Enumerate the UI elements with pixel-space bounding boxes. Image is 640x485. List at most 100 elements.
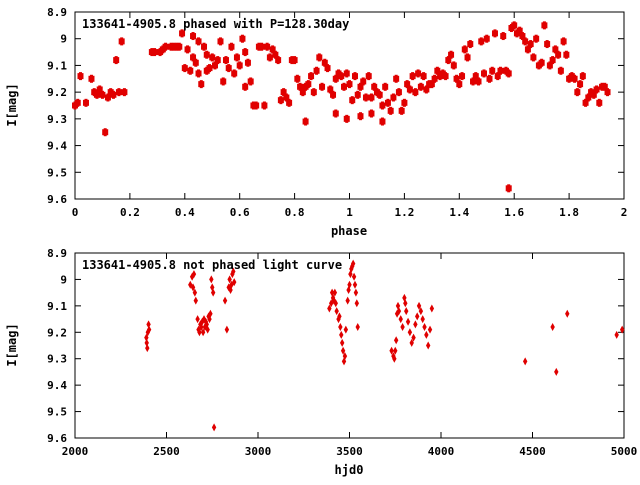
data-point <box>353 288 359 297</box>
data-point-cap <box>358 112 362 121</box>
data-point-cap <box>100 90 104 99</box>
data-point <box>146 325 152 334</box>
data-point-cap <box>419 82 423 91</box>
data-point-cap <box>326 64 330 73</box>
data-point <box>191 270 197 279</box>
data-point-cap <box>606 88 610 97</box>
y-tick-label: 9.1 <box>47 300 67 313</box>
data-point-cap <box>268 53 272 62</box>
x-tick-labels: 0 0.2 0.4 0.6 0.8 1 1.2 1.4 1.6 1.8 2 <box>72 206 628 219</box>
data-point-cap <box>276 56 280 65</box>
data-point-cap <box>542 21 546 30</box>
data-point <box>339 338 345 347</box>
data-point <box>393 336 399 345</box>
data-point <box>403 299 408 308</box>
data-point-cap <box>372 82 376 91</box>
data-point <box>193 296 198 305</box>
data-point-cap <box>210 53 214 62</box>
data-point <box>232 278 237 287</box>
data-point <box>145 344 150 353</box>
data-point-cap <box>95 90 99 99</box>
data-point-cap <box>369 93 373 102</box>
data-point-cap <box>400 106 404 115</box>
data-point-cap <box>556 50 560 59</box>
data-point-cap <box>312 88 316 97</box>
data-point-cap <box>378 90 382 99</box>
data-point-cap <box>493 29 497 38</box>
x-tick-label: 2000 <box>62 445 89 458</box>
chart-title: 133641-4905.8 phased with P=128.30day <box>82 17 349 31</box>
data-point-cap <box>581 72 585 81</box>
x-tick-label: 1.4 <box>449 206 469 219</box>
y-tick-label: 8.9 <box>47 6 67 19</box>
data-point-cap <box>369 109 373 118</box>
data-point-cap <box>323 58 327 67</box>
data-point <box>416 301 422 310</box>
data-point <box>554 367 559 376</box>
data-point-cap <box>603 82 607 91</box>
data-point-cap <box>586 93 590 102</box>
data-point-cap <box>545 40 549 49</box>
data-point-cap <box>339 72 343 81</box>
data-point <box>619 325 625 334</box>
x-tick-label: 0.6 <box>230 206 250 219</box>
data-point-cap <box>295 74 299 83</box>
data-point <box>351 272 357 281</box>
y-tick-label: 9.6 <box>47 193 67 206</box>
data-point <box>206 312 211 321</box>
data-point <box>424 330 429 339</box>
y-tick-label: 9.2 <box>47 326 67 339</box>
data-point-cap <box>548 61 552 70</box>
data-point <box>192 288 198 297</box>
data-point <box>347 280 352 289</box>
y-tick-label: 9.5 <box>47 406 67 419</box>
data-point <box>229 280 234 289</box>
data-point <box>418 307 424 316</box>
x-tick-label: 0.4 <box>175 206 195 219</box>
data-point <box>429 304 435 313</box>
data-point <box>400 323 405 331</box>
data-point-cap <box>523 37 527 46</box>
x-axis-label: phase <box>331 224 367 238</box>
data-point-cap <box>224 56 228 65</box>
data-point <box>231 267 236 276</box>
data-point-cap <box>177 42 181 51</box>
data-point-cap <box>293 56 297 65</box>
data-point-cap <box>78 72 82 81</box>
data-point <box>522 357 528 366</box>
data-point-cap <box>298 82 302 91</box>
data-point-cap <box>111 90 115 99</box>
data-point <box>565 309 570 318</box>
data-point-cap <box>479 37 483 46</box>
data-point <box>333 299 338 308</box>
data-point-cap <box>345 114 349 123</box>
data-point-cap <box>320 82 324 91</box>
data-point <box>404 307 409 316</box>
data-point-cap <box>208 64 212 73</box>
y-tick-labels: 8.9 9 9.1 9.2 9.3 9.4 9.5 9.6 <box>47 6 67 206</box>
data-point-cap <box>191 53 195 62</box>
data-point <box>413 320 418 329</box>
data-point <box>411 333 416 342</box>
data-point <box>227 275 232 284</box>
data-point-cap <box>240 34 244 43</box>
data-point <box>208 309 213 318</box>
x-tick-label: 1.6 <box>504 206 524 219</box>
data-point-cap <box>345 69 349 78</box>
data-point-cap <box>455 74 459 83</box>
data-point-cap <box>218 37 222 46</box>
data-point <box>352 280 358 289</box>
y-tick-label: 9.3 <box>47 113 67 126</box>
data-point-cap <box>117 88 121 97</box>
data-point-cap <box>416 69 420 78</box>
data-point <box>209 275 214 284</box>
data-point-cap <box>89 74 93 83</box>
data-point <box>337 312 342 321</box>
data-point-cap <box>199 80 203 89</box>
data-point-cap <box>444 72 448 81</box>
data-point-cap <box>485 34 489 43</box>
x-tick-label: 0.2 <box>120 206 140 219</box>
data-point-cap <box>120 37 124 46</box>
x-tick-label: 3500 <box>336 445 363 458</box>
axis-ticks <box>74 11 625 200</box>
